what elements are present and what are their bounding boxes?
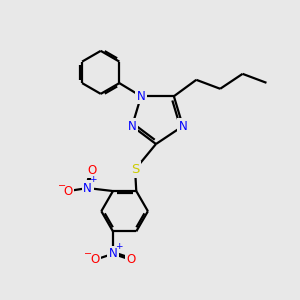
Text: N: N: [178, 120, 187, 133]
Text: +: +: [115, 242, 123, 251]
Text: N: N: [137, 90, 146, 103]
Text: O: O: [87, 164, 97, 177]
Text: −: −: [58, 181, 66, 191]
Text: S: S: [131, 163, 139, 176]
Text: N: N: [83, 182, 92, 195]
Text: N: N: [128, 120, 136, 133]
Text: O: O: [126, 253, 136, 266]
Text: +: +: [89, 175, 97, 184]
Text: O: O: [90, 253, 100, 266]
Text: N: N: [109, 247, 117, 260]
Text: O: O: [64, 184, 73, 197]
Text: −: −: [84, 249, 92, 260]
